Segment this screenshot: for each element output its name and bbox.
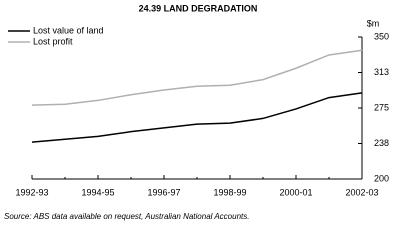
x-tick-label: 1996-97 <box>147 187 180 197</box>
x-tick-label: 2002-03 <box>345 187 378 197</box>
source-note: Source: ABS data available on request, A… <box>4 212 249 221</box>
chart: 24.39 LAND DEGRADATION $m Source: ABS da… <box>4 3 389 221</box>
y-tick-label: 313 <box>374 67 389 77</box>
y-axis-label: $m <box>367 18 380 28</box>
y-tick-label: 238 <box>374 138 389 148</box>
x-tick-label: 1992-93 <box>15 187 48 197</box>
x-tick-label: 2000-01 <box>279 187 312 197</box>
legend-label: Lost value of land <box>33 25 104 35</box>
x-tick-label: 1994-95 <box>81 187 114 197</box>
y-tick-label: 350 <box>374 31 389 41</box>
series-line <box>31 92 363 143</box>
y-tick-label: 275 <box>374 102 389 112</box>
x-tick-label: 1998-99 <box>213 187 246 197</box>
y-tick-label: 200 <box>374 173 389 183</box>
legend-label: Lost profit <box>33 36 73 46</box>
chart-title: 24.39 LAND DEGRADATION <box>139 3 258 13</box>
series-line <box>31 49 363 106</box>
